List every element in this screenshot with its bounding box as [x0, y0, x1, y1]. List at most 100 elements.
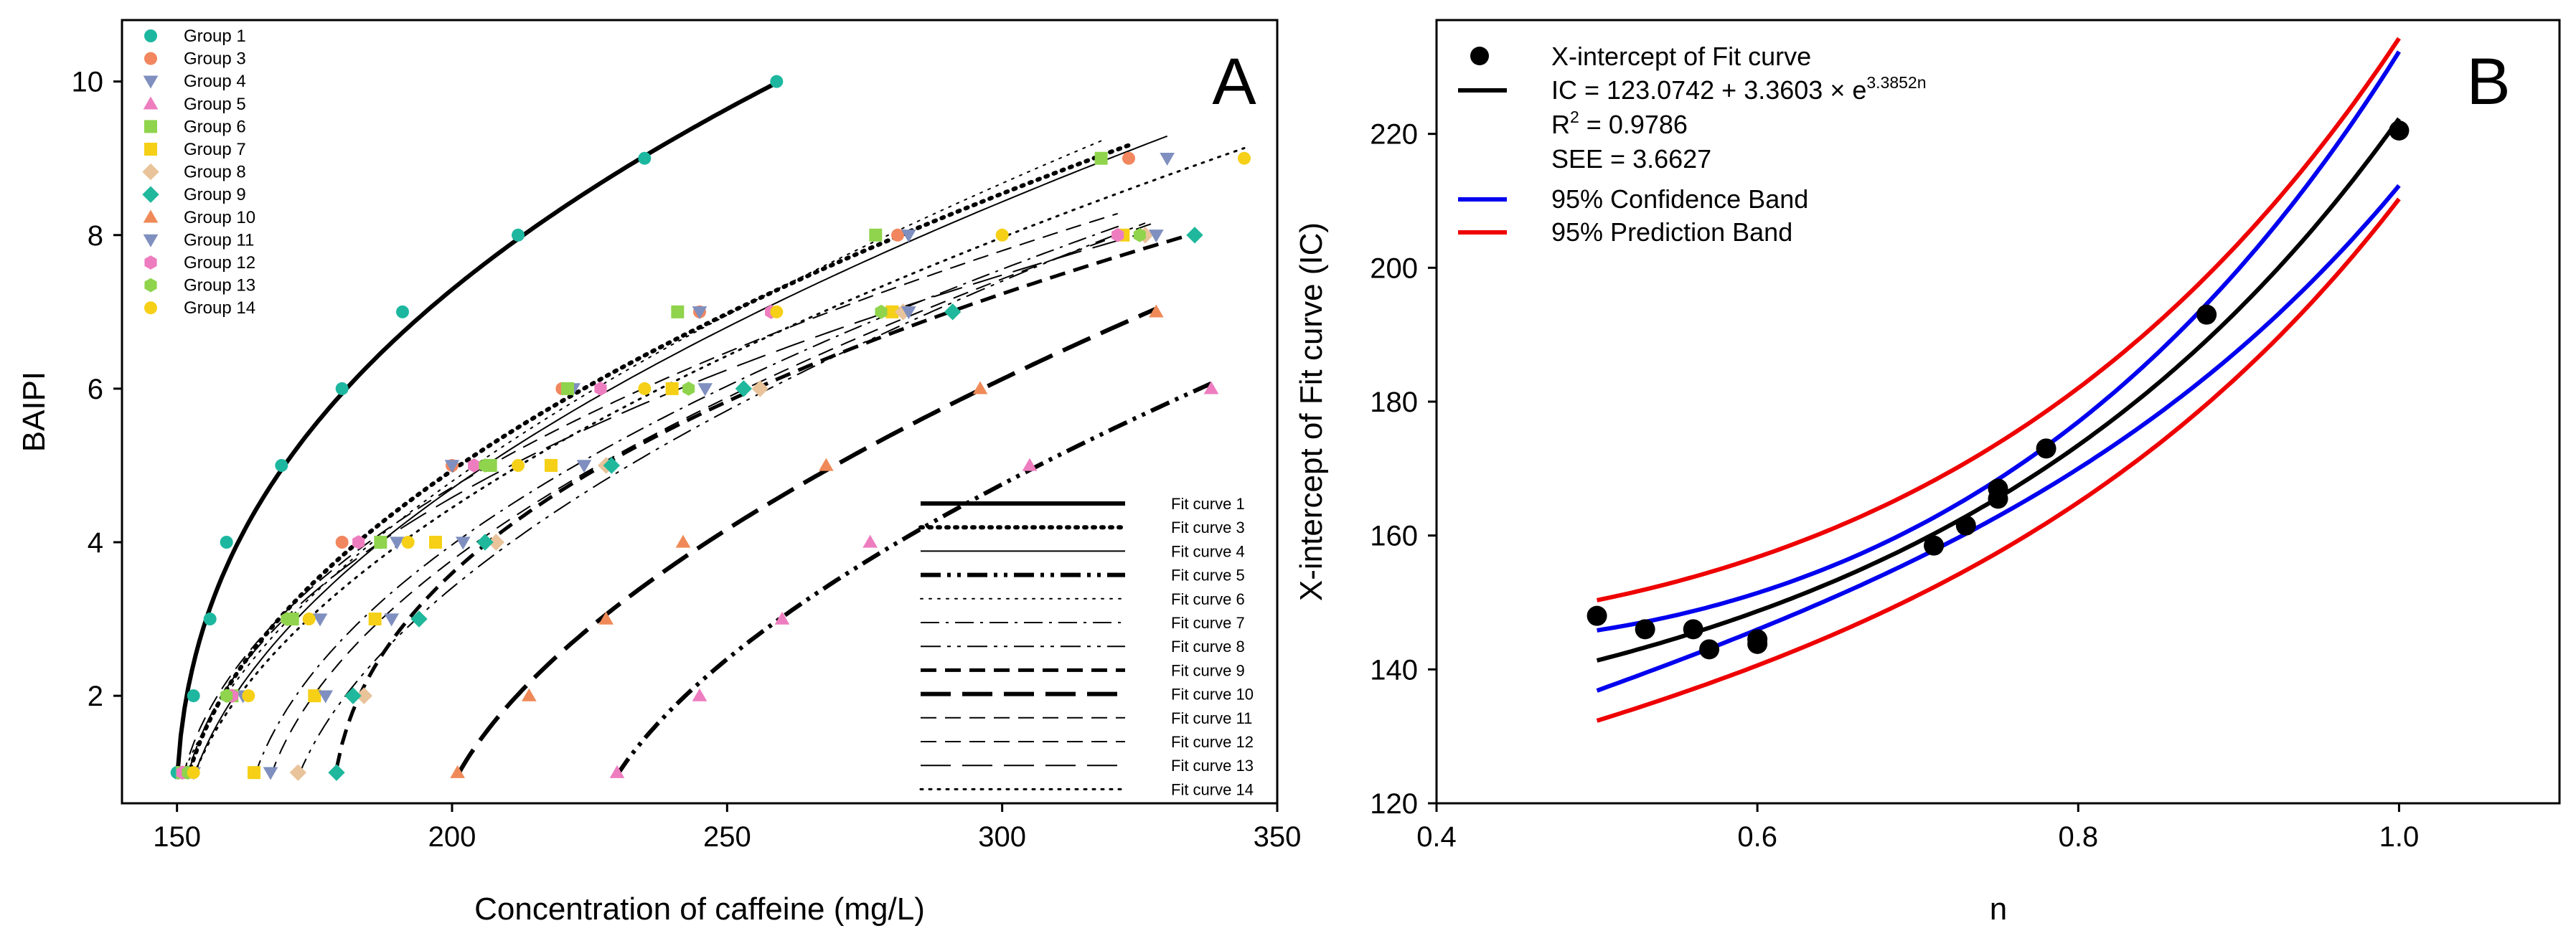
- panel-a-x-tick-label: 150: [153, 821, 201, 853]
- series-group-14: [187, 151, 1251, 780]
- data-point-group-12: [468, 458, 481, 473]
- series-group-5: [609, 381, 1219, 778]
- fit-curve-fit-curve-4: [192, 135, 1168, 778]
- legend-label-group-12: Group 12: [184, 253, 255, 273]
- legend-marker-group-10: [143, 209, 159, 223]
- data-point-group-14: [512, 458, 525, 472]
- data-point-group-11: [576, 460, 592, 473]
- data-point-group-7: [248, 766, 260, 780]
- panel-a-x-tick-label: 350: [1254, 821, 1302, 853]
- legend-marker-group-9: [142, 186, 159, 203]
- data-point-group-1: [770, 75, 784, 88]
- legend-entry-fit-curve-10: Fit curve 10: [921, 686, 1254, 704]
- fit-curve-fit-curve-8: [297, 222, 1146, 777]
- legend-entry-fit-curve-1: Fit curve 1: [921, 495, 1245, 513]
- data-point-group-12: [352, 535, 365, 549]
- legend-entry-group-11: Group 11: [143, 230, 254, 250]
- data-point-group-1: [335, 382, 349, 395]
- data-point-group-8: [289, 764, 307, 781]
- panel-b-y-tick-label: 160: [1370, 521, 1418, 552]
- data-point-group-9: [328, 764, 345, 781]
- data-point-group-10: [818, 458, 834, 471]
- data-point-group-13: [281, 612, 293, 626]
- x-intercept-data-point: [1587, 605, 1607, 626]
- legend-label-group-14: Group 14: [184, 298, 255, 318]
- data-point-group-4: [389, 536, 405, 550]
- fit-curve-fit-curve-1: [174, 80, 778, 780]
- data-point-group-9: [344, 687, 362, 704]
- legend-entry-group-8: Group 8: [142, 163, 246, 182]
- series-group-9: [328, 227, 1203, 781]
- legend-label-group-9: Group 9: [184, 185, 246, 204]
- legend-entry-group-12: Group 12: [144, 253, 255, 273]
- x-intercept-data-point: [1747, 633, 1768, 654]
- data-point-group-11: [263, 767, 278, 780]
- data-point-group-1: [275, 458, 288, 472]
- legend-label-group-10: Group 10: [184, 208, 255, 227]
- data-point-group-13: [220, 689, 233, 704]
- legend-entry-group-13: Group 13: [144, 276, 255, 295]
- data-point-group-7: [308, 689, 321, 703]
- 95-prediction-band-upper: [1596, 37, 2401, 602]
- data-point-group-9: [603, 457, 621, 474]
- legend-entry-fit-curve-13: Fit curve 13: [921, 757, 1254, 775]
- legend-label-group-8: Group 8: [184, 163, 246, 182]
- data-point-group-9: [944, 303, 962, 321]
- data-point-group-5: [774, 611, 790, 625]
- data-point-group-10: [450, 765, 466, 778]
- legend-confidence-label: 95% Confidence Band: [1551, 184, 1808, 214]
- data-point-group-4: [312, 613, 328, 627]
- legend-label-fit-curve-9: Fit curve 9: [1171, 661, 1245, 679]
- data-point-group-3: [335, 536, 349, 549]
- legend-marker-group-12: [144, 255, 157, 270]
- panel-b-y-axis-label: X-intercept of Fit curve (IC): [1294, 222, 1329, 601]
- panel-b-y-tick-label: 180: [1370, 387, 1418, 418]
- data-point-group-3: [891, 228, 904, 242]
- panel-b-y-tick-label: 200: [1370, 252, 1418, 284]
- legend-marker-group-11: [143, 234, 159, 247]
- x-intercept-data-point: [2196, 304, 2217, 325]
- data-point-group-5: [1022, 458, 1038, 471]
- legend-marker-group-1: [144, 29, 157, 42]
- legend-label-fit-curve-14: Fit curve 14: [1171, 780, 1254, 798]
- legend-label-fit-curve-1: Fit curve 1: [1171, 495, 1245, 513]
- data-point-group-14: [187, 766, 200, 780]
- legend-marker-group-4: [143, 75, 159, 89]
- panel-a-y-tick-label: 10: [72, 67, 104, 98]
- panel-b-y-tick-label: 140: [1370, 654, 1418, 686]
- fit-curve-fit-curve-10: [456, 306, 1157, 777]
- x-intercept-data-point: [1683, 619, 1703, 640]
- series-group-11: [263, 230, 1164, 780]
- legend-label-fit-curve-6: Fit curve 6: [1171, 590, 1245, 608]
- panel-b-axes: 0.4 0.6 0.8 1.0 120 140 160 180 200 220: [1370, 119, 2419, 853]
- legend-label-fit-curve-11: Fit curve 11: [1171, 709, 1252, 727]
- fit-curve-fit-curve-5: [615, 381, 1213, 777]
- 95-prediction-band-lower: [1596, 197, 2401, 723]
- legend-entry-fit-curve-5: Fit curve 5: [921, 567, 1245, 585]
- data-point-group-5: [609, 765, 625, 778]
- panel-b-x-axis-label: n: [1990, 892, 2007, 927]
- data-point-group-11: [455, 536, 471, 550]
- data-point-group-13: [479, 458, 492, 473]
- data-point-group-10: [598, 611, 614, 625]
- legend-entry-fit-curve-11: Fit curve 11: [921, 709, 1252, 727]
- panel-a-x-tick-label: 250: [703, 821, 751, 853]
- panel-a-y-axis-label: BAIPI: [17, 372, 52, 453]
- data-point-group-7: [368, 613, 382, 626]
- panel-a-x-tick-label: 200: [428, 821, 476, 853]
- panel-a-group-legend: Group 1 Group 3 Group 4 Group 5 Group 6 Group…: [142, 27, 255, 318]
- fit-curve-fit-curve-13: [187, 233, 1140, 775]
- legend-entry-group-7: Group 7: [144, 140, 246, 159]
- legend-marker-group-5: [143, 96, 159, 110]
- legend-fit-equation-exponent: 3.3852n: [1866, 73, 1926, 92]
- data-point-group-7: [885, 305, 899, 318]
- data-point-group-7: [545, 458, 558, 472]
- data-point-group-5: [692, 688, 708, 701]
- data-point-group-5: [862, 534, 878, 548]
- panel-a-axes: 150 200 250 300 350 2 4 6 8 10: [72, 67, 1302, 853]
- data-point-group-4: [901, 230, 916, 243]
- panel-b-legend: X-intercept of Fit curve IC = 123.0742 +…: [1458, 42, 1927, 247]
- x-intercept-data-point: [1635, 619, 1655, 640]
- data-point-group-13: [374, 535, 387, 549]
